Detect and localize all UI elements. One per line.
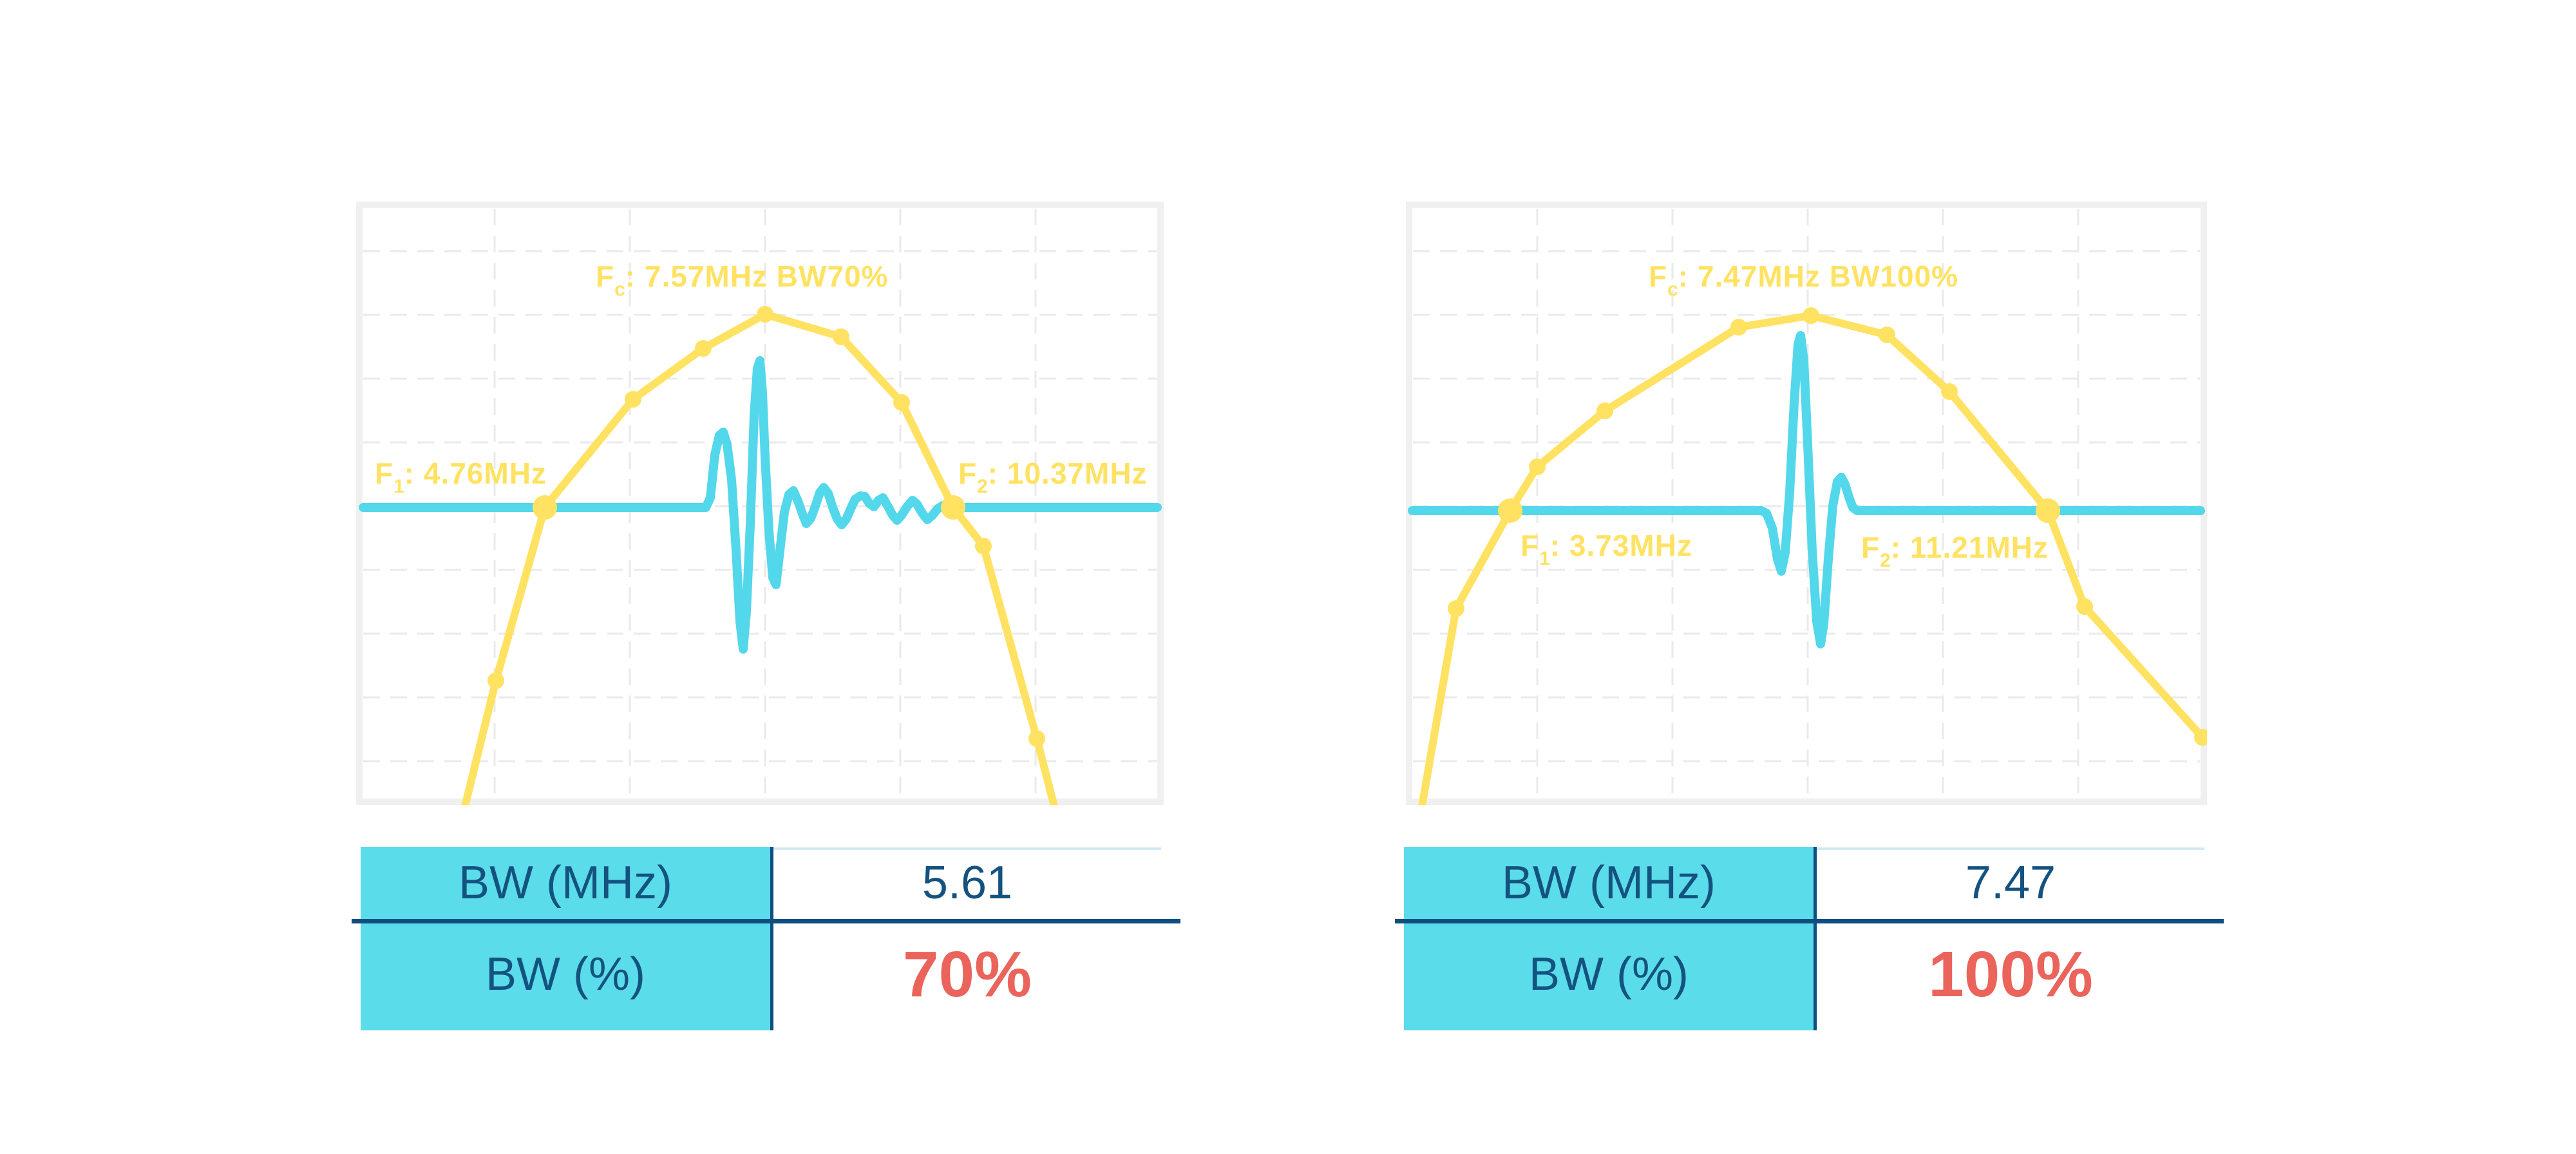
- spectrum-sample-point: [893, 394, 910, 411]
- spectrum-chart-70pct: [356, 202, 1164, 805]
- bw-table-100pct: BW (MHz) BW (%) 7.47 100%: [1395, 847, 2226, 1034]
- table-row-divider: [1395, 919, 2224, 923]
- pulse-waveform: [1408, 331, 2205, 648]
- spectrum-sample-point: [1448, 600, 1464, 617]
- table-top-border: [770, 847, 1161, 850]
- bw-percent-value: 100%: [1928, 938, 2093, 1010]
- spectrum-sample-point: [625, 391, 641, 408]
- spectrum-sample-point: [1879, 326, 1895, 343]
- bw-percent-label: BW (%): [486, 949, 645, 1000]
- spectrum-sample-point: [1529, 459, 1546, 475]
- fc-label: Fc: 7.57MHz BW70%: [596, 260, 889, 300]
- band-edge-point: [941, 495, 965, 520]
- spectrum-chart-100pct: [1406, 202, 2207, 805]
- band-edge-point: [2036, 498, 2060, 523]
- spectrum-sample-point: [1596, 402, 1613, 419]
- spectrum-sample-point: [757, 306, 773, 323]
- spectrum-sample-point: [1803, 307, 1819, 324]
- bw-table-70pct: BW (MHz) BW (%) 5.61 70%: [352, 847, 1182, 1034]
- chart-border: [356, 202, 1164, 805]
- table-top-border: [1814, 847, 2204, 850]
- bw-mhz-value: 5.61: [922, 857, 1013, 909]
- spectrum-sample-point: [1941, 383, 1958, 400]
- bw-mhz-label: BW (MHz): [459, 857, 672, 909]
- spectrum-sample-point: [1028, 730, 1045, 747]
- spectrum-sample-point: [833, 328, 849, 345]
- spectrum-sample-point: [2194, 729, 2207, 746]
- spectrum-curve: [1418, 312, 2206, 805]
- spectrum-sample-point: [488, 672, 504, 689]
- fc-label: Fc: 7.47MHz BW100%: [1649, 260, 1959, 300]
- spectrum-sample-point: [695, 340, 712, 357]
- band-edge-point: [533, 495, 557, 520]
- spectrum-sample-point: [1730, 319, 1747, 336]
- table-row-divider: [352, 919, 1180, 923]
- pulse-waveform: [359, 356, 1162, 654]
- table-column-divider: [1814, 847, 1817, 1030]
- spectrum-sample-point: [975, 538, 992, 554]
- bw-percent-label: BW (%): [1529, 949, 1689, 1000]
- f2-label: F2: 11.21MHz: [1861, 531, 2049, 571]
- band-edge-point: [1498, 498, 1522, 523]
- spectrum-curve: [461, 310, 1058, 805]
- table-column-divider: [770, 847, 773, 1030]
- chart-border: [1406, 202, 2207, 805]
- spectrum-sample-point: [2076, 598, 2093, 615]
- bw-mhz-label: BW (MHz): [1502, 857, 1716, 909]
- f1-label: F1: 3.73MHz: [1520, 529, 1692, 569]
- table-header-column: [1404, 847, 1814, 1030]
- f2-label: F2: 10.37MHz: [958, 457, 1148, 497]
- bw-percent-value: 70%: [902, 938, 1032, 1010]
- table-header-column: [361, 847, 770, 1030]
- bw-mhz-value: 7.47: [1965, 857, 2056, 909]
- f1-label: F1: 4.76MHz: [375, 457, 547, 497]
